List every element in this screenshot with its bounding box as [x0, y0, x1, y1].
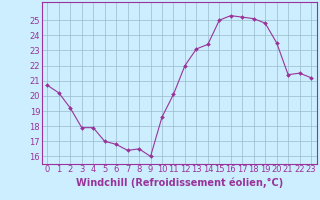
X-axis label: Windchill (Refroidissement éolien,°C): Windchill (Refroidissement éolien,°C): [76, 177, 283, 188]
